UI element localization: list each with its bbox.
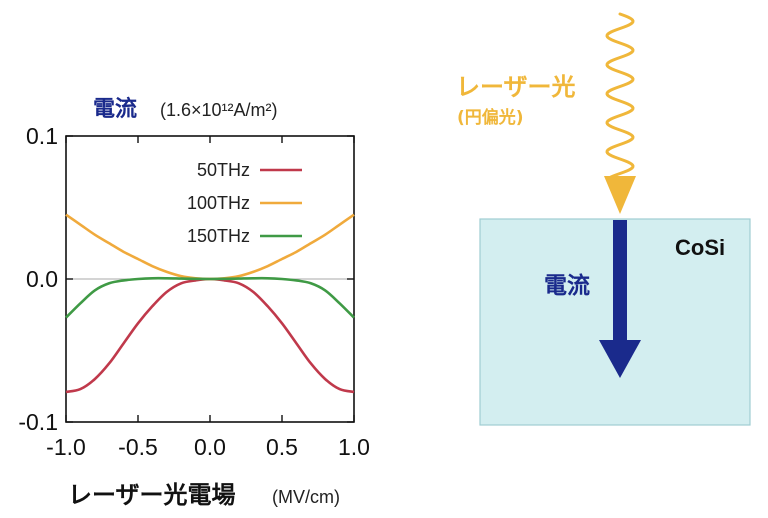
- laser-sublabel: (円偏光): [457, 107, 524, 128]
- x-tick-label: 0.0: [194, 434, 226, 460]
- x-tick-label: -0.5: [118, 434, 158, 460]
- down-arrow-icon: [599, 340, 641, 378]
- series-line-150THz: [65, 276, 355, 319]
- x-tick-label: 1.0: [338, 434, 370, 460]
- chart-title: 電流: [93, 96, 137, 122]
- series-line-100THz: [65, 213, 355, 281]
- x-tick-label: -1.0: [46, 434, 86, 460]
- y-tick-label: 0.0: [26, 266, 58, 292]
- legend-label: 100THz: [187, 193, 250, 213]
- legend: 50THz 100THz 150THz: [187, 160, 302, 246]
- x-axis-label: レーザー光電場: [68, 481, 236, 509]
- series-lines: [65, 213, 355, 394]
- y-tick-label: 0.1: [26, 123, 58, 149]
- x-axis: -1.0 -0.5 0.0 0.5 1.0: [46, 136, 370, 460]
- laser-arrowhead-icon: [604, 176, 636, 214]
- laser-label: レーザー光: [456, 73, 576, 101]
- cosi-diagram: CoSi レーザー光 (円偏光) 電流: [456, 12, 751, 426]
- current-label: 電流: [544, 272, 590, 299]
- chart: 電流 (1.6×10¹²A/m²) 0.1 0.0 -0.1 -1.0 -0.5 0.0…: [18, 96, 370, 509]
- current-arrow-shaft: [613, 220, 627, 342]
- x-axis-label-unit: (MV/cm): [272, 487, 340, 507]
- chart-title-unit: (1.6×10¹²A/m²): [160, 100, 278, 120]
- wavy-laser-beam-icon: [605, 12, 635, 180]
- y-tick-label: -0.1: [18, 409, 58, 435]
- y-axis: 0.1 0.0 -0.1: [18, 123, 354, 435]
- series-line-50THz: [65, 277, 355, 394]
- x-tick-label: 0.5: [266, 434, 298, 460]
- cosi-label: CoSi: [675, 235, 725, 260]
- legend-label: 150THz: [187, 226, 250, 246]
- legend-label: 50THz: [197, 160, 250, 180]
